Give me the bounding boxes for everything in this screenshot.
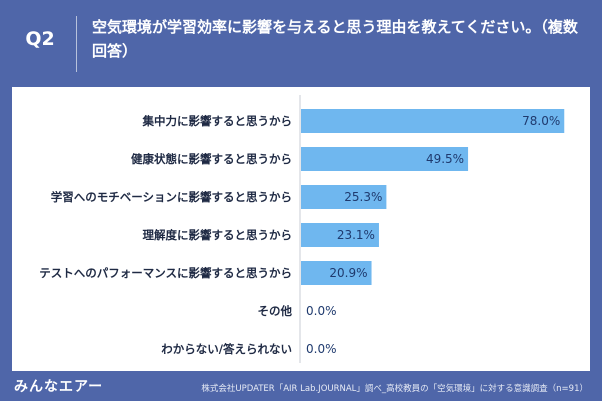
bar (301, 147, 469, 171)
value-label: 0.0% (306, 304, 337, 318)
header-divider (76, 16, 77, 72)
question-number: Q2 (25, 28, 55, 50)
value-label: 0.0% (306, 342, 337, 356)
value-label: 49.5% (426, 152, 464, 166)
bar-chart: 集中力に影響すると思うから 78.0% 健康状態に影響すると思うから 49.5% 学習へ… (39, 95, 565, 363)
source-note: 株式会社UPDATER「AIR Lab.JOURNAL」調べ_高校教員の「空気環… (201, 384, 588, 394)
value-label: 23.1% (337, 228, 375, 242)
category-label: 健康状態に影響すると思うから (131, 152, 292, 166)
category-label: 理解度に影響すると思うから (143, 228, 293, 242)
category-label: わからない/答えられない (161, 342, 292, 356)
bar (301, 261, 372, 285)
question-title: 空気環境が学習効率に影響を与えると思う理由を教えてください。（複数回答） (92, 18, 578, 60)
category-label: 学習へのモチベーションに影響すると思うから (51, 190, 292, 204)
brand-logo: みんなエアー (14, 379, 104, 395)
chart-card: 集中力に影響すると思うから 78.0% 健康状態に影響すると思うから 49.5% 学習へ… (12, 87, 590, 371)
category-label: テストへのパフォーマンスに影響すると思うから (39, 266, 292, 280)
bar (301, 223, 379, 247)
value-label: 78.0% (522, 114, 560, 128)
value-label: 25.3% (344, 190, 382, 204)
category-label: その他 (258, 304, 293, 318)
bar (301, 185, 387, 209)
value-label: 20.9% (329, 266, 367, 280)
bar (301, 109, 565, 133)
category-label: 集中力に影響すると思うから (142, 114, 293, 128)
